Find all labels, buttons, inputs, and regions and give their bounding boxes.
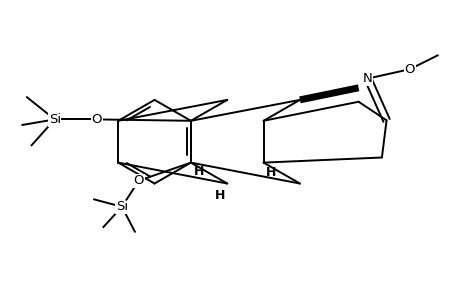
Text: H: H xyxy=(194,165,204,178)
Text: O: O xyxy=(91,113,102,126)
Text: N: N xyxy=(362,72,372,85)
Text: H: H xyxy=(265,166,275,179)
Text: Si: Si xyxy=(116,200,128,213)
Text: Si: Si xyxy=(49,113,61,126)
Text: O: O xyxy=(404,63,414,76)
Text: O: O xyxy=(133,174,144,187)
Text: H: H xyxy=(214,189,224,202)
